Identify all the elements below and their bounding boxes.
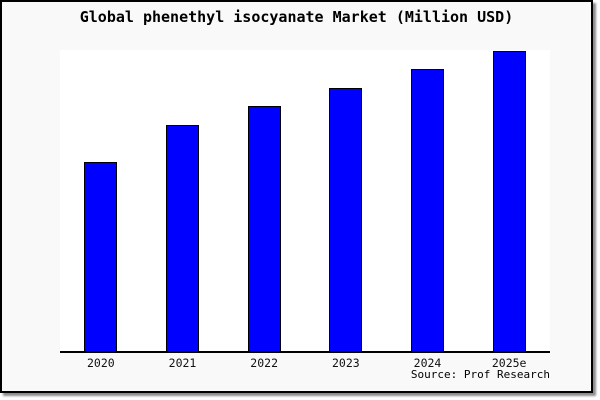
x-tick-label-2023: 2023 bbox=[331, 356, 360, 370]
x-tick-label-2020: 2020 bbox=[86, 356, 115, 370]
bar-2023 bbox=[329, 88, 363, 351]
x-tick-label-2022: 2022 bbox=[250, 356, 279, 370]
chart-page: Global phenethyl isocyanate Market (Mill… bbox=[0, 0, 593, 393]
x-tick-label-2025e: 2025e bbox=[491, 356, 527, 370]
bar-2021 bbox=[166, 125, 199, 351]
source-label: Source: Prof Research bbox=[410, 368, 550, 381]
bar-2024 bbox=[411, 69, 444, 351]
plot-area bbox=[60, 50, 550, 353]
chart-title: Global phenethyl isocyanate Market (Mill… bbox=[79, 8, 514, 26]
bar-2020 bbox=[84, 162, 118, 351]
bar-2025e bbox=[492, 51, 526, 351]
bar-2022 bbox=[247, 106, 281, 351]
x-tick-label-2021: 2021 bbox=[168, 356, 197, 370]
x-tick-label-2024: 2024 bbox=[413, 356, 442, 370]
